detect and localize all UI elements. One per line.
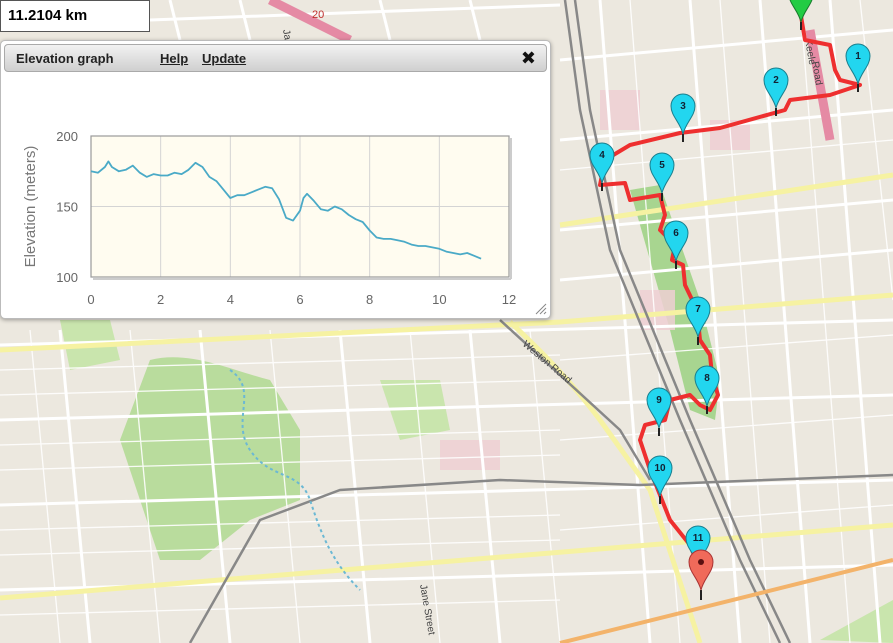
marker-label: 2 — [773, 75, 779, 86]
route-marker-8[interactable]: 8 — [694, 365, 720, 414]
river — [229, 369, 361, 591]
x-tick-label: 8 — [366, 292, 373, 307]
route-marker-10[interactable]: 10 — [647, 455, 673, 504]
route-marker-9[interactable]: 9 — [646, 387, 672, 436]
x-tick-label: 2 — [157, 292, 164, 307]
x-tick-label: 10 — [432, 292, 446, 307]
x-tick-label: 4 — [227, 292, 234, 307]
y-axis-label: Elevation (meters) — [22, 146, 39, 268]
y-tick-label: 200 — [56, 129, 78, 144]
route-marker-5[interactable]: 5 — [649, 152, 675, 201]
highway — [267, 0, 353, 45]
route-marker-2[interactable]: 2 — [763, 67, 789, 116]
elevation-chart: 024681012100150200Distance (km)Elevation… — [22, 129, 516, 307]
highway-2 — [805, 29, 835, 141]
start-marker[interactable] — [788, 0, 814, 30]
close-icon[interactable]: ✖ — [520, 48, 536, 69]
marker-label: 8 — [704, 373, 710, 384]
route-marker-3[interactable]: 3 — [670, 93, 696, 142]
route-marker-4[interactable]: 4 — [589, 142, 615, 191]
marker-label: 3 — [680, 101, 686, 112]
marker-label: 5 — [659, 160, 665, 171]
elevation-series-line — [90, 160, 482, 260]
marker-label: 4 — [599, 150, 605, 161]
resize-handle-icon[interactable] — [534, 302, 547, 315]
orange-road — [559, 558, 893, 643]
park-areas — [60, 185, 893, 643]
marker-label: 10 — [654, 463, 666, 474]
panel-header[interactable]: Elevation graph Help Update ✖ — [4, 44, 547, 72]
route-marker-6[interactable]: 6 — [663, 220, 689, 269]
elevation-panel: Elevation graph Help Update ✖ 0 2 4 6 8 10 12 1… — [0, 40, 551, 319]
marker-label: 9 — [656, 395, 662, 406]
help-link[interactable]: Help — [160, 51, 189, 66]
highway-shield: 20 — [312, 9, 324, 21]
arterial-roads — [0, 172, 893, 643]
road-label-keele: Keele — [802, 39, 817, 67]
route-marker-7[interactable]: 7 — [685, 296, 711, 345]
x-tick-label: 12 — [502, 292, 516, 307]
marker-label: 7 — [695, 304, 701, 315]
distance-readout: 11.2104 km — [0, 0, 150, 32]
x-tick-label: 6 — [296, 292, 303, 307]
marker-label: 11 — [693, 533, 704, 544]
marker-label: 1 — [855, 51, 861, 62]
x-tick-label: 0 — [87, 292, 94, 307]
y-tick-label: 150 — [56, 200, 78, 215]
end-marker[interactable] — [688, 549, 714, 600]
railways — [188, 0, 893, 643]
update-link[interactable]: Update — [202, 51, 247, 66]
road-label-road: Road — [809, 61, 824, 86]
route-marker-1[interactable]: 1 — [845, 43, 871, 92]
marker-label: 6 — [673, 228, 679, 239]
plot-frame — [90, 135, 510, 278]
y-tick-label: 100 — [56, 270, 78, 285]
panel-title: Elevation graph — [16, 51, 114, 66]
